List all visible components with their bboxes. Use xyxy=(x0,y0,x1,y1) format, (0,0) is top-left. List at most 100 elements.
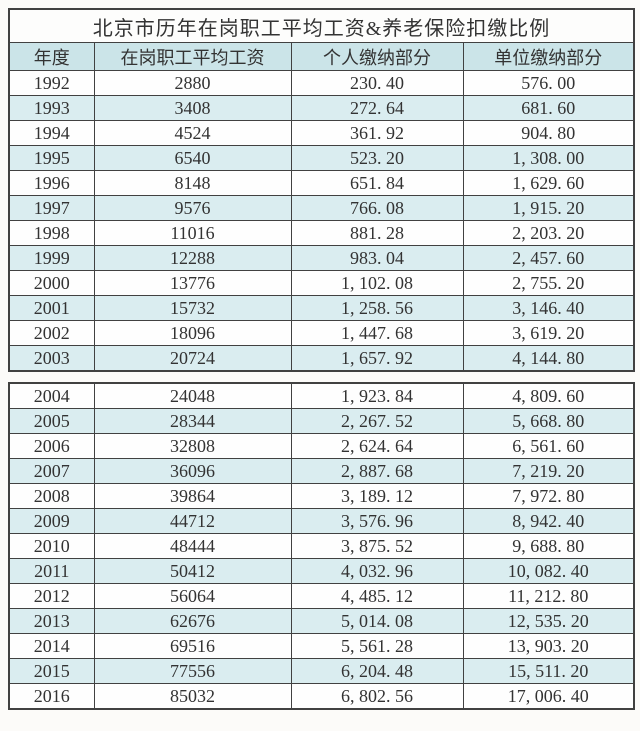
table-row: 2016 85032 6, 802. 56 17, 006. 40 xyxy=(8,683,635,710)
header-row: 年度 在岗职工平均工资 个人缴纳部分 单位缴纳部分 xyxy=(8,42,635,71)
table-row: 2012 56064 4, 485. 12 11, 212. 80 xyxy=(8,583,635,609)
table-row: 1995 6540 523. 20 1, 308. 00 xyxy=(8,145,635,171)
year-cell: 1995 xyxy=(8,145,95,171)
column-header-employer-contribution: 单位缴纳部分 xyxy=(462,42,635,71)
personal-contribution-cell: 651. 84 xyxy=(290,170,464,196)
year-cell: 2015 xyxy=(8,658,95,684)
avg-wage-cell: 24048 xyxy=(93,382,292,409)
avg-wage-cell: 28344 xyxy=(93,408,292,434)
title-row: 北京市历年在岗职工平均工资&养老保险扣缴比例 xyxy=(8,8,635,43)
year-cell: 2012 xyxy=(8,583,95,609)
year-cell: 2002 xyxy=(8,320,95,346)
block-gap xyxy=(8,372,633,382)
avg-wage-cell: 48444 xyxy=(93,533,292,559)
employer-contribution-cell: 2, 755. 20 xyxy=(462,270,635,296)
personal-contribution-cell: 2, 624. 64 xyxy=(290,433,464,459)
employer-contribution-cell: 4, 144. 80 xyxy=(462,345,635,372)
employer-contribution-cell: 11, 212. 80 xyxy=(462,583,635,609)
year-cell: 2011 xyxy=(8,558,95,584)
personal-contribution-cell: 1, 657. 92 xyxy=(290,345,464,372)
avg-wage-cell: 15732 xyxy=(93,295,292,321)
personal-contribution-cell: 983. 04 xyxy=(290,245,464,271)
employer-contribution-cell: 9, 688. 80 xyxy=(462,533,635,559)
year-cell: 2009 xyxy=(8,508,95,534)
year-cell: 2014 xyxy=(8,633,95,659)
personal-contribution-cell: 4, 032. 96 xyxy=(290,558,464,584)
personal-contribution-cell: 1, 447. 68 xyxy=(290,320,464,346)
page: 北京市历年在岗职工平均工资&养老保险扣缴比例 年度 在岗职工平均工资 个人缴纳部… xyxy=(8,8,635,710)
wage-table-block-1: 北京市历年在岗职工平均工资&养老保险扣缴比例 年度 在岗职工平均工资 个人缴纳部… xyxy=(8,8,635,372)
employer-contribution-cell: 6, 561. 60 xyxy=(462,433,635,459)
personal-contribution-cell: 523. 20 xyxy=(290,145,464,171)
table-title: 北京市历年在岗职工平均工资&养老保险扣缴比例 xyxy=(8,8,635,43)
avg-wage-cell: 69516 xyxy=(93,633,292,659)
table-row: 2006 32808 2, 624. 64 6, 561. 60 xyxy=(8,433,635,459)
employer-contribution-cell: 10, 082. 40 xyxy=(462,558,635,584)
table-row: 2004 24048 1, 923. 84 4, 809. 60 xyxy=(8,382,635,409)
table-row: 1992 2880 230. 40 576. 00 xyxy=(8,70,635,96)
table-row: 1994 4524 361. 92 904. 80 xyxy=(8,120,635,146)
year-cell: 2013 xyxy=(8,608,95,634)
employer-contribution-cell: 1, 629. 60 xyxy=(462,170,635,196)
table-row: 2015 77556 6, 204. 48 15, 511. 20 xyxy=(8,658,635,684)
employer-contribution-cell: 3, 146. 40 xyxy=(462,295,635,321)
year-cell: 2004 xyxy=(8,382,95,409)
table-row: 2008 39864 3, 189. 12 7, 972. 80 xyxy=(8,483,635,509)
year-cell: 1997 xyxy=(8,195,95,221)
personal-contribution-cell: 1, 102. 08 xyxy=(290,270,464,296)
avg-wage-cell: 50412 xyxy=(93,558,292,584)
year-cell: 1992 xyxy=(8,70,95,96)
employer-contribution-cell: 17, 006. 40 xyxy=(462,683,635,710)
personal-contribution-cell: 5, 561. 28 xyxy=(290,633,464,659)
table-row: 2007 36096 2, 887. 68 7, 219. 20 xyxy=(8,458,635,484)
avg-wage-cell: 8148 xyxy=(93,170,292,196)
year-cell: 1993 xyxy=(8,95,95,121)
avg-wage-cell: 12288 xyxy=(93,245,292,271)
table-row: 2014 69516 5, 561. 28 13, 903. 20 xyxy=(8,633,635,659)
employer-contribution-cell: 681. 60 xyxy=(462,95,635,121)
avg-wage-cell: 2880 xyxy=(93,70,292,96)
table-body-2004-2016: 2004 24048 1, 923. 84 4, 809. 60 2005 28344 2,… xyxy=(8,382,635,710)
avg-wage-cell: 85032 xyxy=(93,683,292,710)
year-cell: 2005 xyxy=(8,408,95,434)
table-row: 2005 28344 2, 267. 52 5, 668. 80 xyxy=(8,408,635,434)
employer-contribution-cell: 8, 942. 40 xyxy=(462,508,635,534)
avg-wage-cell: 77556 xyxy=(93,658,292,684)
table-row: 2013 62676 5, 014. 08 12, 535. 20 xyxy=(8,608,635,634)
table-row: 2001 15732 1, 258. 56 3, 146. 40 xyxy=(8,295,635,321)
year-cell: 1999 xyxy=(8,245,95,271)
personal-contribution-cell: 272. 64 xyxy=(290,95,464,121)
employer-contribution-cell: 4, 809. 60 xyxy=(462,382,635,409)
year-cell: 2016 xyxy=(8,683,95,710)
personal-contribution-cell: 3, 189. 12 xyxy=(290,483,464,509)
table-body-1992-2003: 1992 2880 230. 40 576. 00 1993 3408 272. 64 681… xyxy=(8,70,635,372)
column-header-avg-wage: 在岗职工平均工资 xyxy=(93,42,292,71)
personal-contribution-cell: 2, 887. 68 xyxy=(290,458,464,484)
avg-wage-cell: 20724 xyxy=(93,345,292,372)
avg-wage-cell: 9576 xyxy=(93,195,292,221)
employer-contribution-cell: 1, 915. 20 xyxy=(462,195,635,221)
year-cell: 2006 xyxy=(8,433,95,459)
year-cell: 2008 xyxy=(8,483,95,509)
year-cell: 2003 xyxy=(8,345,95,372)
employer-contribution-cell: 7, 972. 80 xyxy=(462,483,635,509)
employer-contribution-cell: 2, 203. 20 xyxy=(462,220,635,246)
year-cell: 2010 xyxy=(8,533,95,559)
personal-contribution-cell: 361. 92 xyxy=(290,120,464,146)
employer-contribution-cell: 1, 308. 00 xyxy=(462,145,635,171)
personal-contribution-cell: 1, 258. 56 xyxy=(290,295,464,321)
avg-wage-cell: 39864 xyxy=(93,483,292,509)
personal-contribution-cell: 4, 485. 12 xyxy=(290,583,464,609)
table-row: 2011 50412 4, 032. 96 10, 082. 40 xyxy=(8,558,635,584)
table-row: 1998 11016 881. 28 2, 203. 20 xyxy=(8,220,635,246)
employer-contribution-cell: 5, 668. 80 xyxy=(462,408,635,434)
personal-contribution-cell: 3, 875. 52 xyxy=(290,533,464,559)
column-header-personal-contribution: 个人缴纳部分 xyxy=(290,42,464,71)
personal-contribution-cell: 230. 40 xyxy=(290,70,464,96)
personal-contribution-cell: 2, 267. 52 xyxy=(290,408,464,434)
column-header-year: 年度 xyxy=(8,42,95,71)
table-row: 1997 9576 766. 08 1, 915. 20 xyxy=(8,195,635,221)
year-cell: 2007 xyxy=(8,458,95,484)
personal-contribution-cell: 1, 923. 84 xyxy=(290,382,464,409)
